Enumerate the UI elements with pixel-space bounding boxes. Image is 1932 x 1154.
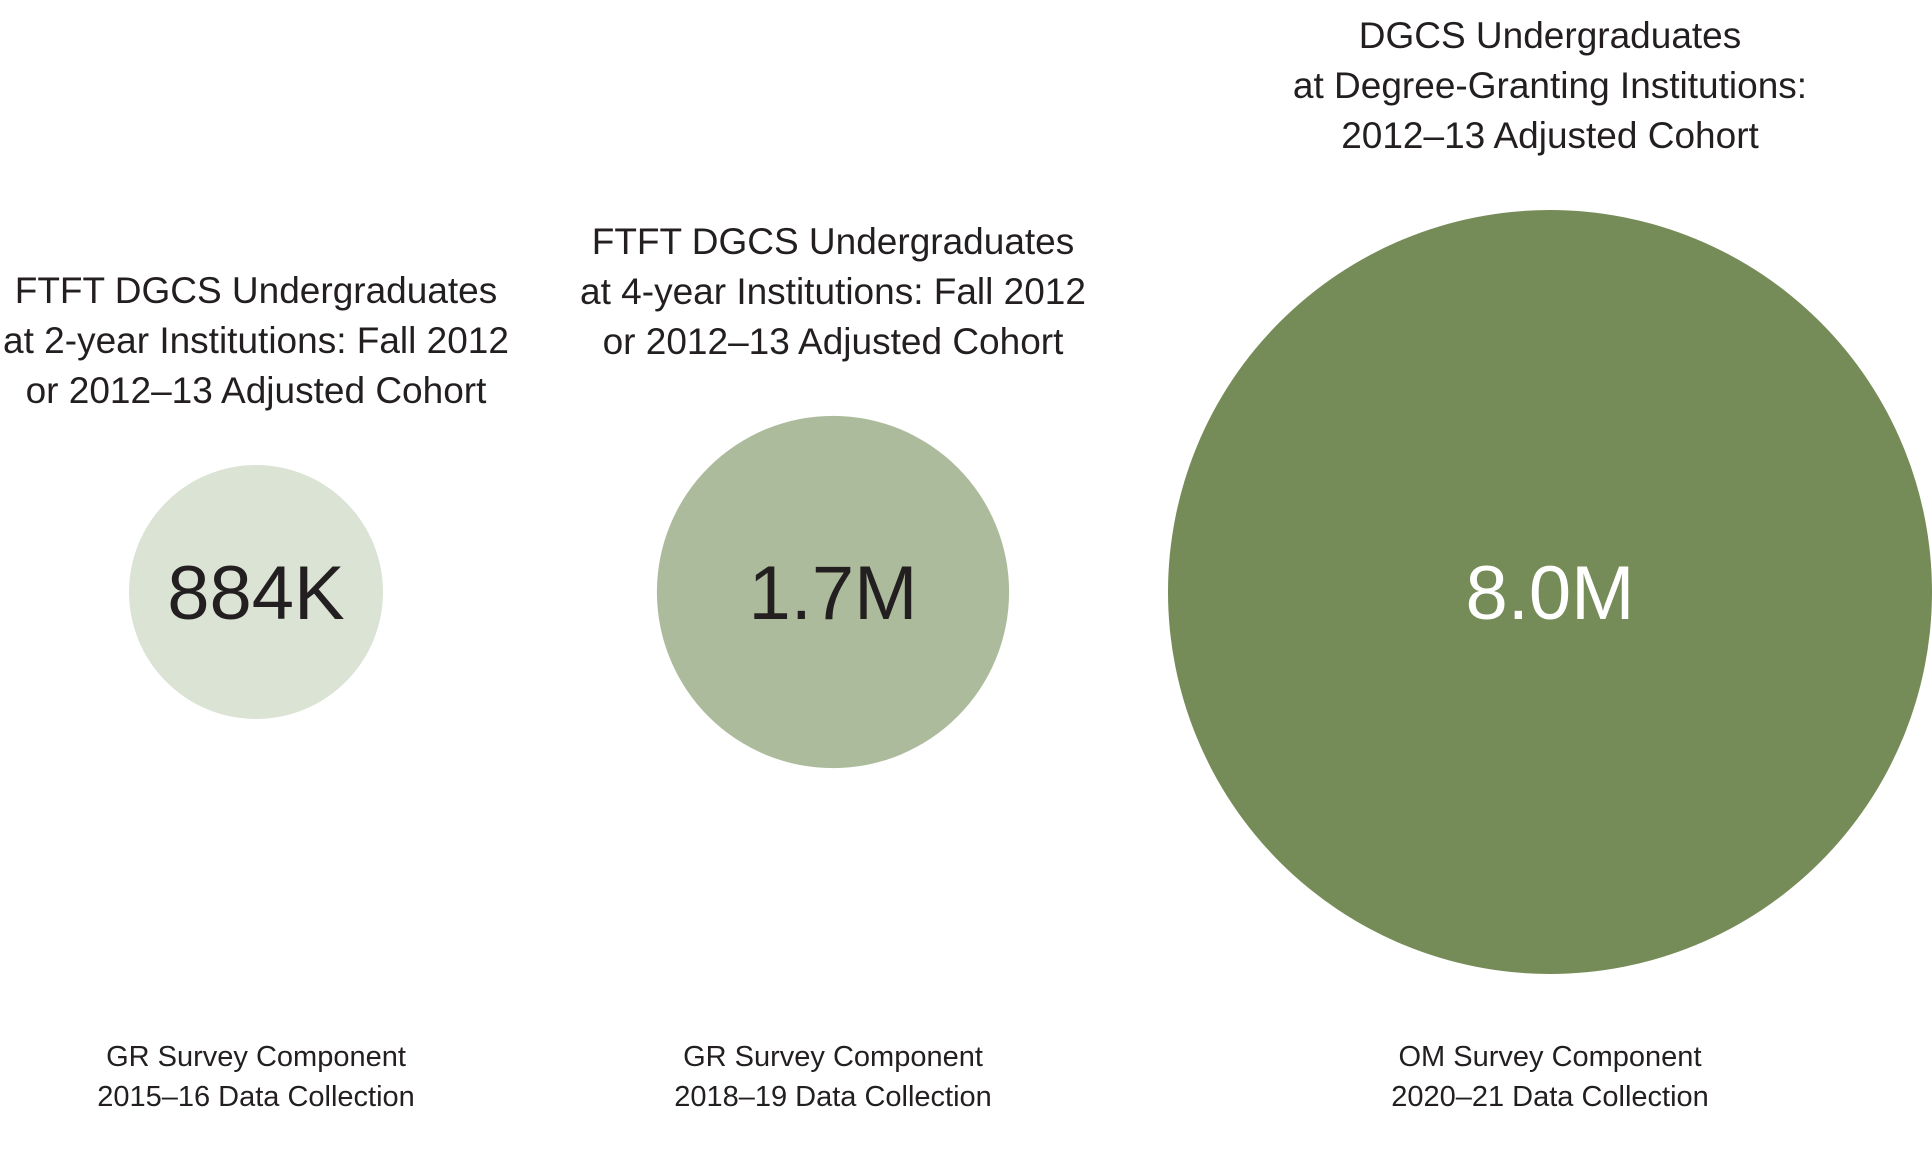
bubble-value-label-3: 8.0M [1466,551,1635,636]
bubble-footer-line-2-1: GR Survey Component [683,1041,983,1073]
bubble-title-line-2-3: or 2012–13 Adjusted Cohort [603,321,1065,362]
bubble-footer-line-3-2: 2020–21 Data Collection [1391,1081,1709,1113]
bubble-1 [129,465,383,719]
bubble-group-2: 1.7M FTFT DGCS Undergraduates at 4-year In… [580,221,1086,1113]
bubble-footer-line-1-1: GR Survey Component [106,1041,406,1073]
bubble-footer-line-2-2: 2018–19 Data Collection [674,1081,992,1113]
bubble-3 [1168,210,1932,974]
bubble-title-line-1-1: FTFT DGCS Undergraduates [15,270,498,311]
bubble-title-line-3-3: 2012–13 Adjusted Cohort [1341,115,1759,156]
bubble-group-3: 8.0M DGCS Undergraduates at Degree-Grantin… [1168,15,1932,1113]
bubble-group-1: 884K FTFT DGCS Undergraduates at 2-year In… [3,270,509,1113]
bubble-footer-line-1-2: 2015–16 Data Collection [97,1081,415,1113]
bubble-title-line-2-1: FTFT DGCS Undergraduates [592,221,1075,262]
bubble-value-label-2: 1.7M [749,551,918,636]
bubble-title-line-1-2: at 2-year Institutions: Fall 2012 [3,320,509,361]
bubble-2 [656,415,1010,769]
bubble-footer-line-3-1: OM Survey Component [1398,1041,1701,1073]
bubble-title-line-3-1: DGCS Undergraduates [1359,15,1742,56]
bubble-value-label-1: 884K [167,551,345,636]
bubble-title-line-3-2: at Degree-Granting Institutions: [1293,65,1807,106]
bubble-title-line-2-2: at 4-year Institutions: Fall 2012 [580,271,1086,312]
bubble-title-line-1-3: or 2012–13 Adjusted Cohort [26,370,488,411]
bubbles-layer: 884K FTFT DGCS Undergraduates at 2-year In… [3,15,1932,1113]
